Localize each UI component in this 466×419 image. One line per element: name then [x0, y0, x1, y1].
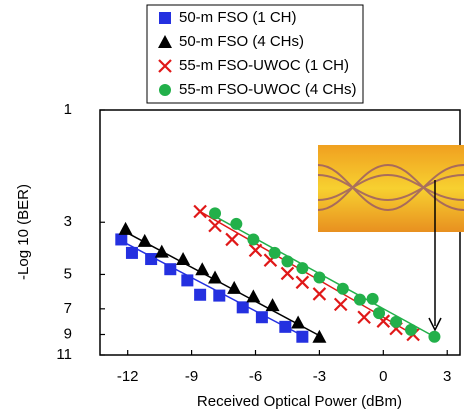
legend-label: 55-m FSO-UWOC (4 CHs) — [179, 81, 357, 98]
marker — [312, 330, 326, 343]
fit-line — [126, 232, 320, 336]
marker — [256, 311, 268, 323]
chart: Received Optical Power (dBm) -Log 10 (BE… — [0, 0, 466, 414]
marker — [367, 293, 379, 305]
x-tick-label: -9 — [185, 368, 198, 385]
legend-label: 55-m FSO-UWOC (1 CH) — [179, 57, 349, 74]
legend-marker — [159, 84, 171, 96]
marker — [250, 244, 262, 256]
y-tick-label: 7 — [64, 300, 72, 317]
marker — [358, 311, 370, 323]
eye-diagram-inset — [318, 145, 464, 232]
y-tick-label: 11 — [56, 346, 72, 363]
legend-marker — [159, 12, 171, 24]
marker — [281, 267, 293, 279]
marker — [181, 274, 193, 286]
marker — [247, 233, 259, 245]
marker — [145, 253, 157, 265]
marker — [266, 298, 280, 311]
marker — [246, 289, 260, 302]
marker — [237, 301, 249, 313]
marker — [115, 233, 127, 245]
marker — [313, 288, 325, 300]
marker — [194, 289, 206, 301]
marker — [354, 294, 366, 306]
marker — [296, 262, 308, 274]
legend-label: 50-m FSO (1 CH) — [179, 9, 297, 26]
marker — [335, 298, 347, 310]
x-tick-label: -6 — [249, 368, 262, 385]
marker — [176, 252, 190, 265]
marker — [209, 207, 221, 219]
marker — [269, 247, 281, 259]
marker — [405, 324, 417, 336]
marker — [296, 276, 308, 288]
marker — [390, 316, 402, 328]
x-tick-label: 0 — [379, 368, 387, 385]
y-tick-label: 9 — [64, 325, 72, 342]
marker — [428, 331, 440, 343]
marker — [126, 247, 138, 259]
marker — [164, 263, 176, 275]
marker — [230, 218, 242, 230]
marker — [213, 290, 225, 302]
y-axis-label: -Log 10 (BER) — [15, 184, 32, 280]
marker — [119, 222, 133, 235]
marker — [337, 283, 349, 295]
x-tick-label: -3 — [313, 368, 326, 385]
x-tick-label: 3 — [443, 368, 451, 385]
marker — [279, 321, 291, 333]
y-tick-label: 1 — [64, 101, 72, 118]
y-tick-label: 3 — [64, 213, 72, 230]
x-tick-label: -12 — [117, 368, 139, 385]
y-tick-label: 5 — [64, 265, 72, 282]
marker — [209, 220, 221, 232]
marker — [195, 262, 209, 275]
x-axis-label: Received Optical Power (dBm) — [197, 393, 402, 410]
marker — [226, 233, 238, 245]
marker — [155, 245, 169, 258]
marker — [281, 255, 293, 267]
legend-label: 50-m FSO (4 CHs) — [179, 33, 304, 50]
marker — [194, 205, 206, 217]
marker — [296, 331, 308, 343]
marker — [373, 307, 385, 319]
marker — [313, 271, 325, 283]
